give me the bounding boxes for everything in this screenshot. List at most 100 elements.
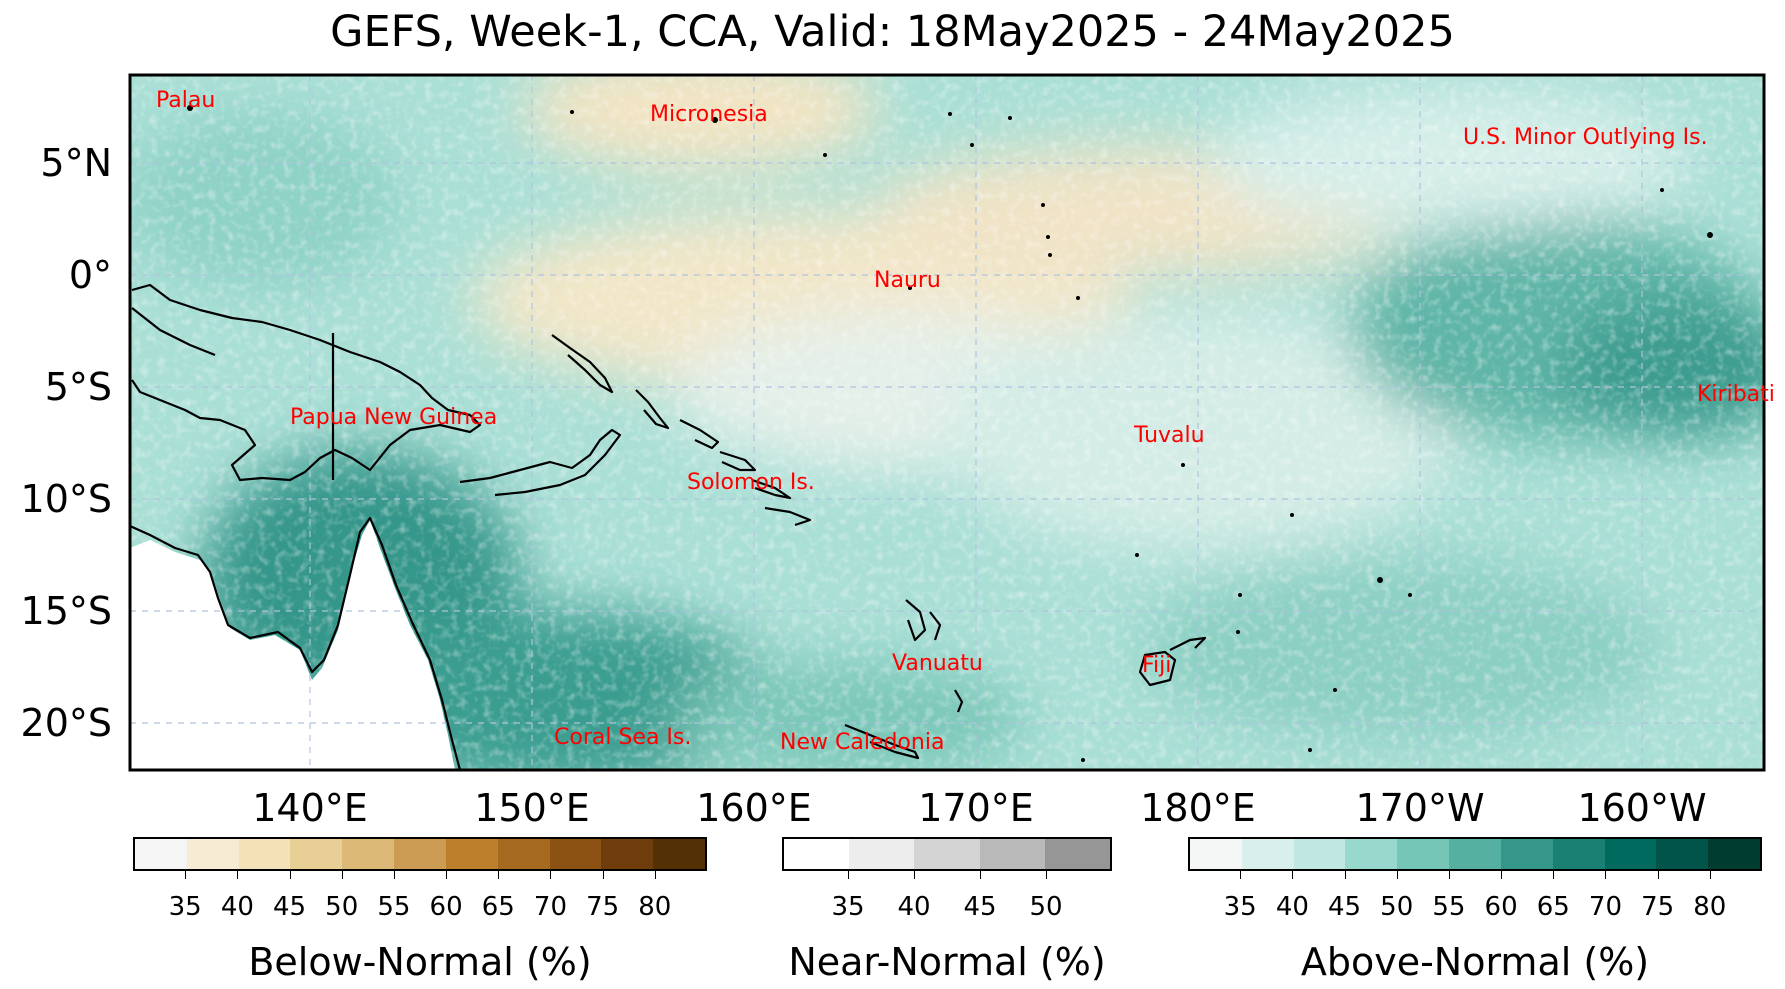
- lon-label: 170°W: [1355, 786, 1485, 830]
- new-caledonia: [844, 723, 920, 760]
- colorbar-tick-label: 60: [429, 892, 463, 922]
- colorbar-tick-label: 80: [638, 892, 672, 922]
- colorbar-tick: [1709, 871, 1711, 879]
- colorbar-tick-label: 75: [1641, 892, 1675, 922]
- lat-label: 10°S: [20, 477, 112, 521]
- colorbar-tick-label: 50: [325, 892, 359, 922]
- colorbar-tick-label: 65: [481, 892, 515, 922]
- colorbar-tick: [446, 871, 448, 879]
- colorbar-tick-label: 70: [1588, 892, 1622, 922]
- place-label-papua-new-guinea: Papua New Guinea: [290, 405, 498, 430]
- lon-label: 160°W: [1577, 786, 1707, 830]
- colorbar-swatch: [186, 839, 239, 869]
- colorbar-swatch: [1604, 839, 1657, 869]
- colorbar-tick: [237, 871, 239, 879]
- colorbar-swatch: [601, 839, 654, 869]
- new-ireland: [551, 334, 614, 394]
- fiji-vanua-levu: [1169, 636, 1207, 651]
- lat-label: 5°S: [44, 365, 112, 409]
- colorbar-tick: [1046, 871, 1047, 879]
- fiji-viti-levu: [1138, 650, 1177, 687]
- lat-label: 20°S: [20, 701, 112, 745]
- colorbar-swatch: [1293, 839, 1346, 869]
- colorbar-tick: [1344, 871, 1346, 879]
- colorbar-tick-label: 80: [1693, 892, 1727, 922]
- coastlines: [130, 283, 1207, 770]
- colorbar-swatch: [1190, 839, 1242, 869]
- colorbar-swatch: [445, 839, 498, 869]
- colorbar-tick-label: 45: [1327, 892, 1362, 922]
- colorbar-tick: [1553, 871, 1555, 879]
- colorbar-tick: [1605, 871, 1607, 879]
- colorbar-swatch: [1044, 839, 1111, 869]
- vanuatu-3: [954, 689, 964, 713]
- place-label-micronesia: Micronesia: [650, 102, 768, 127]
- solomon-4: [764, 506, 812, 527]
- colorbar-tick: [1501, 871, 1503, 879]
- solomon-1: [679, 419, 720, 450]
- colorbar-tick: [602, 871, 604, 879]
- place-label-vanuatu: Vanuatu: [892, 651, 983, 676]
- lat-label: 15°S: [20, 589, 112, 633]
- colorbar-tick: [1292, 871, 1294, 879]
- colorbar-swatch: [979, 839, 1045, 869]
- colorbar-tick-label: 55: [1432, 892, 1466, 922]
- colorbar-swatch: [1397, 839, 1450, 869]
- colorbar-tick-label: 65: [1536, 892, 1570, 922]
- place-label-coral-sea: Coral Sea Is.: [554, 725, 692, 750]
- colorbar-swatch: [497, 839, 550, 869]
- map-frame: [128, 73, 1766, 772]
- place-label-nauru: Nauru: [874, 268, 941, 293]
- colorbar-swatch: [1345, 839, 1398, 869]
- colorbar-tick: [914, 871, 915, 879]
- solomon-2: [719, 450, 757, 472]
- lon-label: 180°E: [1140, 786, 1256, 830]
- lat-label: 5°N: [40, 141, 112, 185]
- colorbar-tick-label: 70: [533, 892, 567, 922]
- colorbar-tick: [654, 871, 656, 879]
- colorbar-swatch: [1449, 839, 1501, 869]
- place-label-us-minor-outlying: U.S. Minor Outlying Is.: [1463, 125, 1708, 150]
- colorbar-swatch: [1500, 839, 1553, 869]
- colorbar-tick: [1396, 871, 1398, 879]
- above-normal-title: Above-Normal (%): [1300, 940, 1650, 984]
- colorbar-swatch: [784, 839, 850, 869]
- colorbar-swatch: [549, 839, 602, 869]
- place-label-fiji: Fiji: [1142, 653, 1172, 678]
- colorbar-tick-label: 50: [1029, 892, 1063, 922]
- colorbar-swatch: [238, 839, 291, 869]
- place-label-kiribati: Kiribati: [1697, 382, 1775, 407]
- colorbar-tick-label: 40: [220, 892, 254, 922]
- colorbar-tick-label: 75: [586, 892, 620, 922]
- australia-land-mask: [130, 520, 455, 770]
- new-britain: [459, 428, 622, 497]
- colorbar-swatch: [1708, 839, 1760, 869]
- colorbar-tick: [1657, 871, 1659, 879]
- colorbar-tick: [980, 871, 981, 879]
- colorbar-tick-label: 40: [897, 892, 931, 922]
- colorbar-swatch: [1241, 839, 1294, 869]
- vanuatu-2: [929, 611, 942, 641]
- colorbar-swatch: [653, 839, 705, 869]
- colorbar-tick-label: 35: [168, 892, 202, 922]
- colorbar-swatch: [135, 839, 187, 869]
- near-normal-title: Near-Normal (%): [788, 940, 1106, 984]
- colorbar-tick: [289, 871, 291, 879]
- lon-label: 160°E: [696, 786, 812, 830]
- colorbar-swatch: [849, 839, 915, 869]
- colorbar-swatch: [290, 839, 343, 869]
- vanuatu-1: [905, 599, 927, 642]
- colorbar-swatch: [394, 839, 446, 869]
- colorbar-tick: [848, 871, 849, 879]
- new-guinea-north: [131, 307, 216, 357]
- colorbar-tick-label: 55: [377, 892, 411, 922]
- place-label-solomon: Solomon Is.: [687, 470, 815, 495]
- below-normal-title: Below-Normal (%): [248, 940, 592, 984]
- colorbar-tick-label: 40: [1275, 892, 1309, 922]
- colorbar-swatch: [1656, 839, 1709, 869]
- bougainville: [635, 389, 670, 430]
- colorbar-tick: [550, 871, 552, 879]
- colorbar-tick: [341, 871, 343, 879]
- graticule: [130, 75, 1764, 770]
- colorbar-tick: [498, 871, 500, 879]
